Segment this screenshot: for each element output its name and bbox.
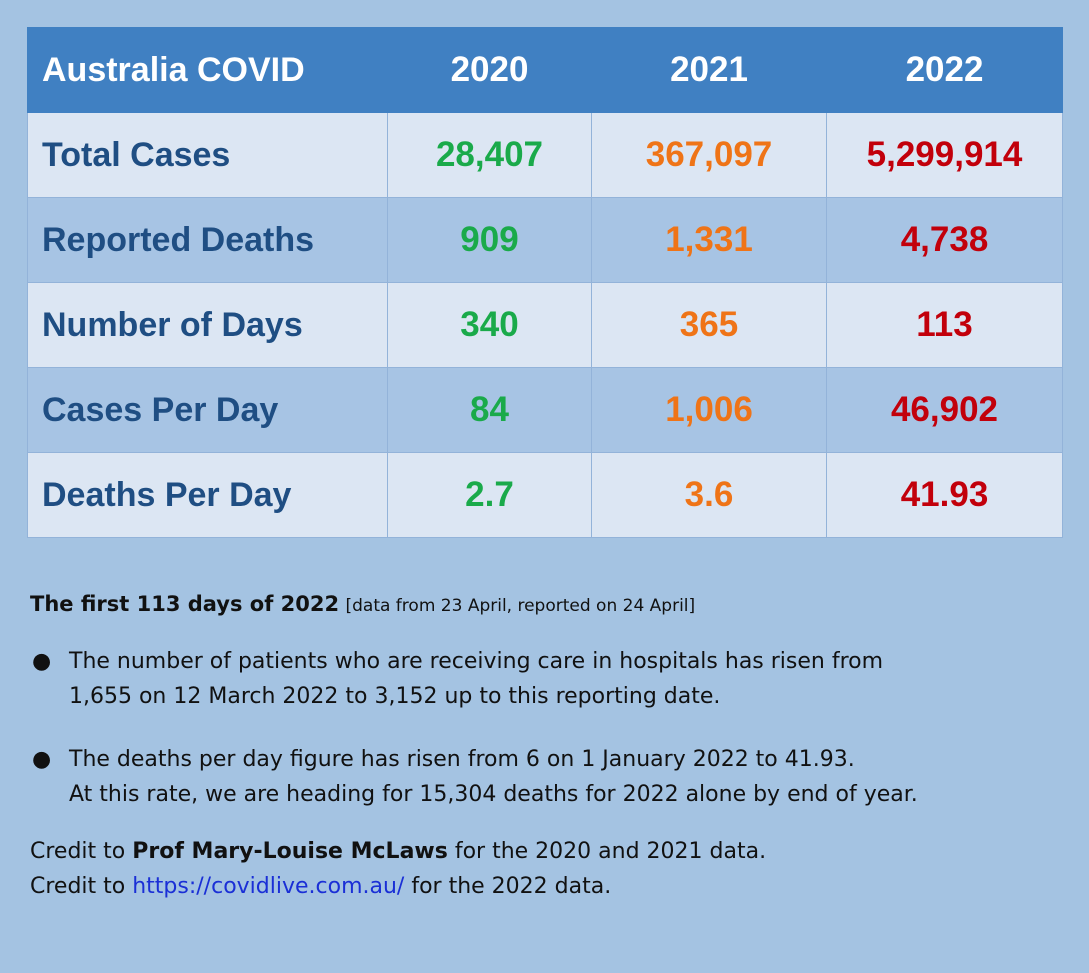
bullet-icon: ● [32, 649, 52, 674]
row-label: Deaths Per Day [27, 452, 388, 538]
cell-2020: 909 [387, 197, 592, 283]
credits: Credit to Prof Mary-Louise McLaws for th… [30, 834, 1060, 904]
table-title: Australia COVID [27, 27, 388, 113]
credit-line-2: Credit to https://covidlive.com.au/ for … [30, 869, 1060, 904]
row-label: Total Cases [27, 112, 388, 198]
cell-2022: 4,738 [826, 197, 1063, 283]
covidlive-link[interactable]: https://covidlive.com.au/ [132, 874, 405, 899]
row-label: Reported Deaths [27, 197, 388, 283]
credit-prefix: Credit to [30, 874, 133, 899]
cell-2021: 1,006 [591, 367, 827, 453]
bullet-icon: ● [32, 747, 52, 772]
cell-2022: 41.93 [826, 452, 1063, 538]
credit-author: Prof Mary-Louise McLaws [132, 839, 448, 864]
covid-stats-table: Australia COVID 2020 2021 2022 Total Cas… [27, 27, 1063, 538]
list-item: ● The deaths per day figure has risen fr… [30, 742, 1060, 812]
credit-prefix: Credit to [30, 839, 133, 864]
cell-2021: 1,331 [591, 197, 827, 283]
row-label: Number of Days [27, 282, 388, 368]
bullet-text-line: 1,655 on 12 March 2022 to 3,152 up to th… [69, 684, 721, 709]
cell-2021: 365 [591, 282, 827, 368]
bullet-text-line: The deaths per day figure has risen from… [69, 747, 855, 772]
notes-section: The first 113 days of 2022 [data from 23… [30, 592, 1060, 904]
cell-2022: 5,299,914 [826, 112, 1063, 198]
column-header-2022: 2022 [826, 27, 1063, 113]
table-row-total-cases: Total Cases 28,407 367,097 5,299,914 [27, 112, 1063, 198]
table-row-number-of-days: Number of Days 340 365 113 [27, 282, 1063, 368]
row-label: Cases Per Day [27, 367, 388, 453]
credit-suffix: for the 2022 data. [404, 874, 612, 899]
cell-2021: 3.6 [591, 452, 827, 538]
column-header-2020: 2020 [387, 27, 592, 113]
column-header-2021: 2021 [591, 27, 827, 113]
notes-heading: The first 113 days of 2022 [data from 23… [30, 592, 1060, 616]
cell-2021: 367,097 [591, 112, 827, 198]
bullet-text-line: The number of patients who are receiving… [69, 649, 884, 674]
credit-line-1: Credit to Prof Mary-Louise McLaws for th… [30, 834, 1060, 869]
notes-bullet-list: ● The number of patients who are receivi… [30, 644, 1060, 812]
table-header-row: Australia COVID 2020 2021 2022 [27, 27, 1063, 113]
list-item: ● The number of patients who are receivi… [30, 644, 1060, 714]
table-row-reported-deaths: Reported Deaths 909 1,331 4,738 [27, 197, 1063, 283]
cell-2020: 28,407 [387, 112, 592, 198]
cell-2022: 46,902 [826, 367, 1063, 453]
bullet-text-line: At this rate, we are heading for 15,304 … [69, 782, 918, 807]
notes-heading-bracket: [data from 23 April, reported on 24 Apri… [345, 596, 696, 616]
notes-heading-bold: The first 113 days of 2022 [30, 592, 340, 616]
cell-2020: 340 [387, 282, 592, 368]
table-row-cases-per-day: Cases Per Day 84 1,006 46,902 [27, 367, 1063, 453]
table-row-deaths-per-day: Deaths Per Day 2.7 3.6 41.93 [27, 452, 1063, 538]
cell-2020: 84 [387, 367, 592, 453]
credit-suffix: for the 2020 and 2021 data. [447, 839, 767, 864]
cell-2020: 2.7 [387, 452, 592, 538]
cell-2022: 113 [826, 282, 1063, 368]
